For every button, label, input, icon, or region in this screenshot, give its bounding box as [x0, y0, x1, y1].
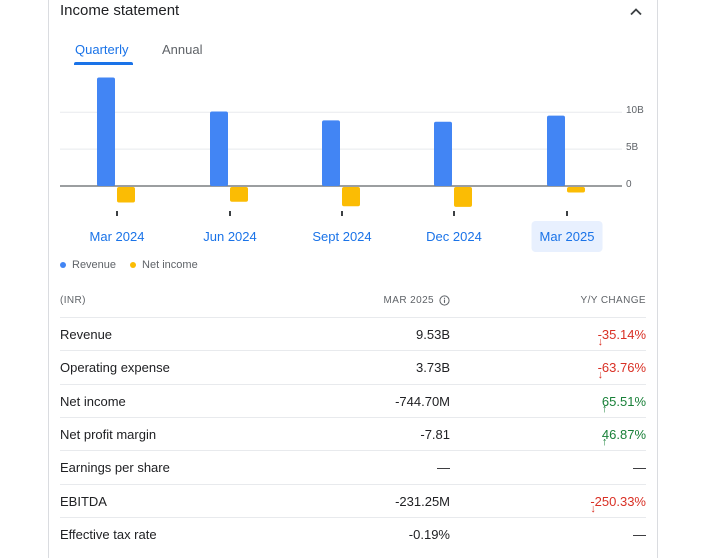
arrow-up-icon: ↑ — [601, 435, 608, 448]
x-tick-mark — [453, 211, 455, 216]
row-change-value: 65.51% — [601, 393, 646, 409]
legend-revenue: Revenue — [60, 259, 116, 271]
row-label: Net profit margin — [60, 426, 157, 442]
chevron-up-icon[interactable] — [628, 4, 644, 20]
row-label: Operating expense — [60, 360, 170, 376]
row-change: ↓ -35.14% — [597, 327, 646, 348]
revenue-bar[interactable] — [547, 115, 565, 186]
row-change-value: 46.87% — [601, 426, 646, 442]
table-row: Earnings per share — — — [60, 450, 646, 484]
legend-revenue-dot — [60, 262, 66, 268]
row-value: 3.73B — [416, 360, 450, 376]
y-tick-label: 10B — [626, 105, 644, 117]
table-row: Revenue 9.53B ↓ -35.14% — [60, 317, 646, 351]
row-change-value: — — [633, 526, 646, 542]
table-row: EBITDA -231.25M ↓ -250.33% — [60, 483, 646, 518]
y-tick-label: 0 — [626, 179, 632, 190]
table-row: Operating expense 3.73B ↓ -63.76% — [60, 350, 646, 384]
period-header-label: MAR 2025 — [383, 295, 434, 306]
x-tick-label[interactable]: Sept 2024 — [312, 229, 372, 244]
active-tab-indicator — [74, 62, 133, 65]
net-income-bar[interactable] — [567, 187, 585, 193]
row-change: ↑ 65.51% — [601, 393, 646, 415]
row-value: 9.53B — [416, 327, 450, 342]
legend-revenue-label: Revenue — [72, 259, 117, 271]
arrow-up-icon: ↑ — [601, 402, 608, 415]
row-value: -0.19% — [408, 526, 450, 542]
x-tick-mark — [116, 211, 118, 216]
net-income-bar[interactable] — [230, 187, 248, 202]
revenue-bar[interactable] — [322, 120, 340, 186]
arrow-down-icon: ↓ — [597, 336, 604, 348]
row-change-value: -250.33% — [590, 493, 646, 509]
arrow-down-icon: ↓ — [597, 369, 604, 382]
row-value: -7.81 — [420, 426, 450, 442]
row-change-value: -63.76% — [597, 360, 646, 376]
period-header: MAR 2025 — [384, 295, 450, 306]
row-change-value: -35.14% — [597, 327, 646, 342]
y-tick-label: 5B — [626, 142, 639, 154]
revenue-chart — [60, 77, 622, 216]
net-income-bar[interactable] — [117, 187, 135, 203]
tab-quarterly[interactable]: Quarterly — [75, 42, 129, 57]
row-change: ↓ -63.76% — [597, 360, 646, 381]
revenue-bar[interactable] — [97, 77, 115, 186]
card-title: Income statement — [60, 2, 180, 19]
unit-header: (INR) — [60, 295, 86, 306]
row-label: Effective tax rate — [60, 526, 157, 542]
row-change: ↑ 46.87% — [601, 426, 646, 448]
row-label: Revenue — [60, 327, 113, 342]
arrow-down-icon: ↓ — [590, 502, 596, 515]
net-income-bar[interactable] — [342, 187, 360, 207]
row-change-value: — — [633, 460, 646, 476]
x-tick-label[interactable]: Jun 2024 — [203, 229, 257, 244]
row-value: — — [437, 460, 450, 476]
row-label: EBITDA — [60, 493, 107, 509]
table-row: Effective tax rate -0.19% — — [60, 516, 646, 551]
tab-annual[interactable]: Annual — [162, 42, 203, 57]
change-header: Y/Y CHANGE — [580, 295, 646, 306]
revenue-bar[interactable] — [434, 121, 452, 186]
row-change: ↓ -250.33% — [590, 493, 646, 515]
row-label: Earnings per share — [60, 460, 170, 476]
info-icon[interactable] — [439, 295, 450, 306]
row-value: -744.70M — [395, 393, 450, 409]
row-value: -231.25M — [395, 493, 450, 509]
row-change: — — [633, 527, 646, 542]
row-change: — — [633, 460, 646, 475]
x-tick-label[interactable]: Mar 2025 — [531, 221, 603, 252]
legend-net-income: Net income — [130, 259, 198, 271]
table-row: Net profit margin -7.81 ↑ 46.87% — [60, 416, 646, 451]
income-statement-card — [48, 0, 658, 558]
x-tick-mark — [566, 211, 568, 216]
revenue-bar[interactable] — [210, 111, 228, 186]
row-label: Net income — [60, 393, 126, 409]
x-tick-mark — [229, 211, 231, 216]
net-income-bar[interactable] — [454, 187, 472, 207]
chart-legend: Revenue Net income — [60, 259, 212, 271]
x-tick-label[interactable]: Mar 2024 — [89, 229, 145, 244]
table-row: Net income -744.70M ↑ 65.51% — [60, 383, 646, 418]
x-tick-mark — [341, 211, 343, 216]
legend-net-income-dot — [130, 262, 137, 268]
x-tick-label[interactable]: Dec 2024 — [426, 229, 482, 244]
legend-net-income-label: Net income — [142, 259, 198, 271]
